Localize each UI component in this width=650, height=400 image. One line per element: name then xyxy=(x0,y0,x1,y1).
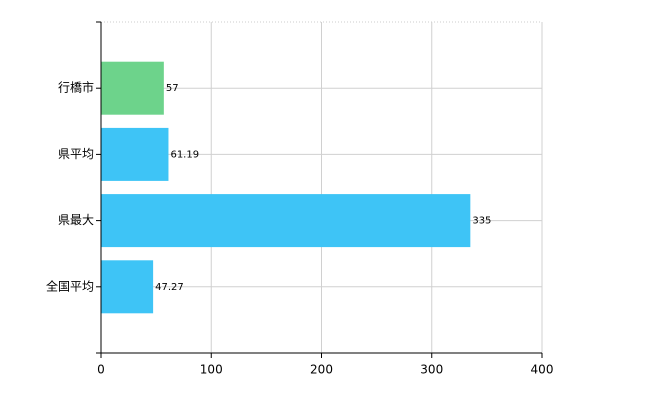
x-tick-label: 300 xyxy=(420,363,443,377)
bar xyxy=(101,260,154,314)
bar xyxy=(101,127,169,181)
y-tick-label: 全国平均 xyxy=(46,278,94,293)
bar xyxy=(101,61,164,115)
value-label: 47.27 xyxy=(155,282,184,293)
value-label: 57 xyxy=(166,83,179,94)
x-tick-label: 400 xyxy=(531,363,554,377)
y-tick-label: 県平均 xyxy=(58,147,94,161)
y-tick-label: 県最大 xyxy=(58,213,94,227)
bar xyxy=(101,194,471,248)
value-label: 335 xyxy=(472,216,491,227)
x-tick-label: 200 xyxy=(310,363,333,377)
x-tick-label: 0 xyxy=(97,363,105,377)
x-tick-label: 100 xyxy=(200,363,223,377)
value-label: 61.19 xyxy=(170,149,199,160)
y-tick-label: 行橋市 xyxy=(58,80,94,95)
